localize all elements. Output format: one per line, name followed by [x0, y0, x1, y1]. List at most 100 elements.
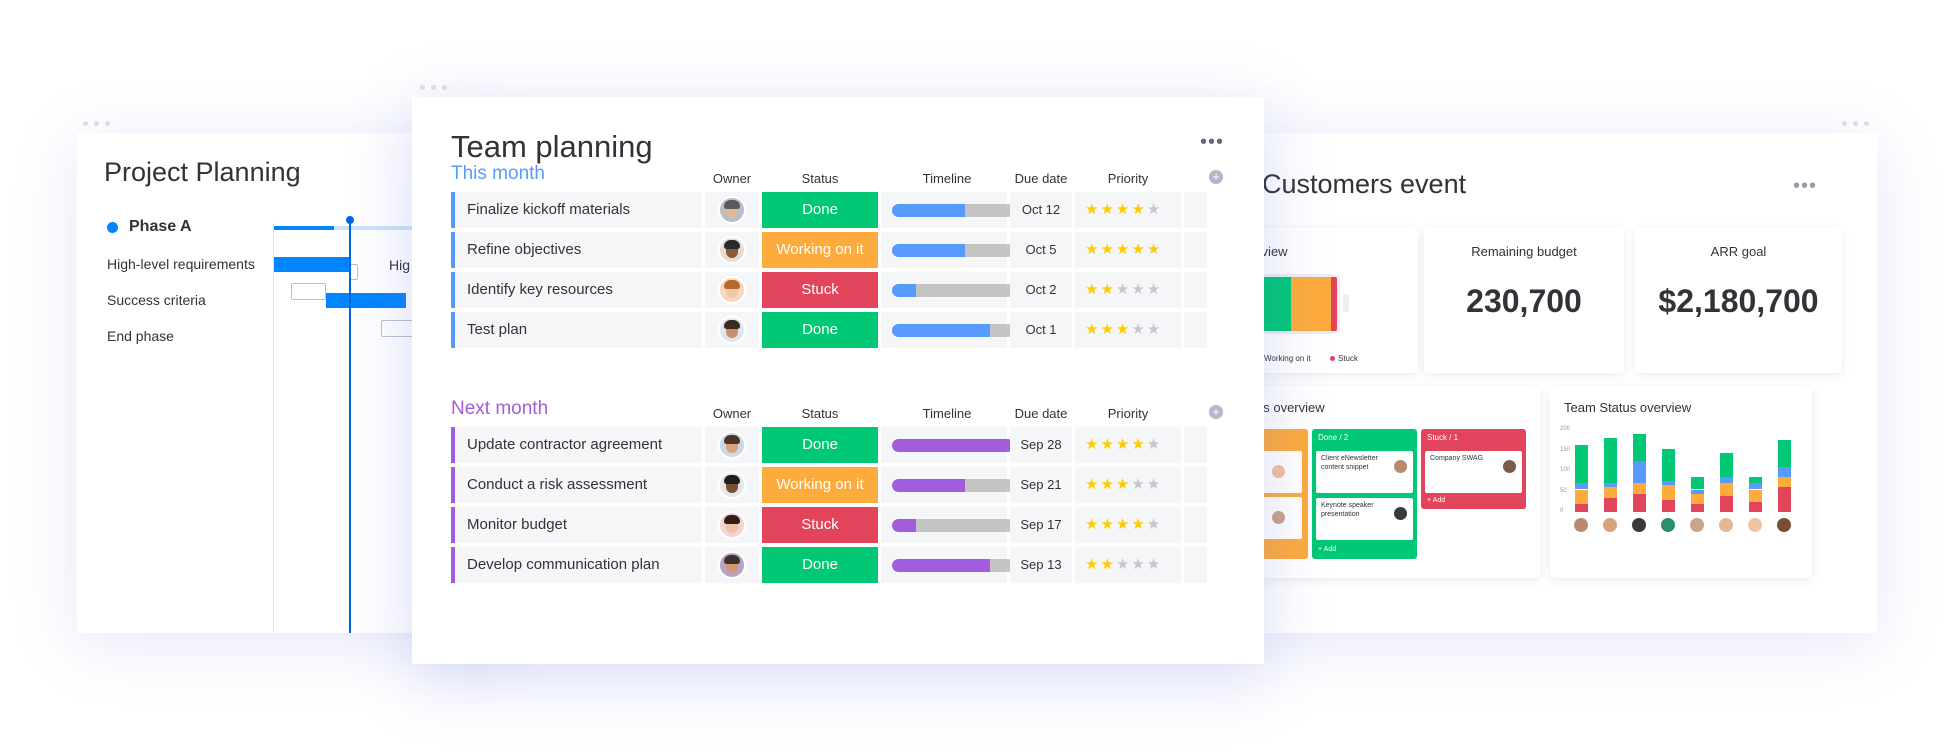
star-icon[interactable]: ★ [1146, 241, 1163, 258]
empty-cell[interactable] [1184, 272, 1207, 308]
star-icon[interactable]: ★ [1115, 281, 1132, 298]
status-overview-card[interactable]: us overview Done / 2 Client eNewsletter … [1250, 386, 1540, 578]
star-icon[interactable]: ★ [1146, 281, 1163, 298]
table-row[interactable]: Identify key resources Stuck Oct 2 ★★★★★ [451, 272, 1225, 308]
star-icon[interactable]: ★ [1131, 516, 1147, 533]
star-icon[interactable]: ★ [1115, 201, 1132, 218]
owner-cell[interactable] [705, 232, 759, 268]
empty-cell[interactable] [1184, 507, 1207, 543]
star-icon[interactable]: ★ [1146, 436, 1163, 453]
column-header-owner[interactable]: Owner [712, 406, 752, 421]
group-title[interactable]: Next month [451, 398, 549, 419]
owner-cell[interactable] [705, 427, 759, 463]
kanban-add-button[interactable]: + Add [1318, 546, 1337, 553]
star-icon[interactable]: ★ [1100, 556, 1116, 573]
timeline-cell[interactable] [881, 232, 1014, 268]
star-icon[interactable]: ★ [1131, 241, 1147, 258]
priority-rating[interactable]: ★★★★★ [1075, 192, 1181, 228]
star-icon[interactable]: ★ [1085, 476, 1101, 493]
status-badge[interactable]: Working on it [762, 232, 878, 268]
column-header-priority[interactable]: Priority [1107, 406, 1149, 421]
phase-gantt-bar[interactable] [274, 226, 334, 230]
gantt-bar-requirements[interactable] [274, 257, 349, 272]
star-icon[interactable]: ★ [1131, 556, 1147, 573]
owner-cell[interactable] [705, 467, 759, 503]
star-icon[interactable]: ★ [1100, 516, 1116, 533]
chart-bar-segment[interactable] [1691, 493, 1704, 504]
star-icon[interactable]: ★ [1131, 476, 1147, 493]
status-badge[interactable]: Working on it [762, 467, 878, 503]
chart-bar-segment[interactable] [1662, 499, 1675, 512]
timeline-cell[interactable] [881, 272, 1014, 308]
chart-bar-segment[interactable] [1662, 448, 1675, 482]
kanban-add-button[interactable]: + Add [1427, 497, 1446, 504]
star-icon[interactable]: ★ [1146, 476, 1163, 493]
star-icon[interactable]: ★ [1131, 201, 1147, 218]
item-name[interactable]: Monitor budget [451, 507, 702, 543]
timeline-cell[interactable] [881, 192, 1014, 228]
chart-bar-segment[interactable] [1749, 483, 1762, 490]
star-icon[interactable]: ★ [1085, 241, 1101, 258]
chart-bar-segment[interactable] [1633, 493, 1646, 512]
star-icon[interactable]: ★ [1115, 321, 1132, 338]
timeline-cell[interactable] [881, 507, 1014, 543]
priority-rating[interactable]: ★★★★★ [1075, 312, 1181, 348]
due-date[interactable]: Sep 21 [1010, 467, 1072, 503]
empty-cell[interactable] [1184, 467, 1207, 503]
column-header-due[interactable]: Due date [1014, 171, 1068, 186]
star-icon[interactable]: ★ [1085, 516, 1101, 533]
star-icon[interactable]: ★ [1146, 321, 1163, 338]
owner-cell[interactable] [705, 547, 759, 583]
empty-cell[interactable] [1184, 192, 1207, 228]
priority-rating[interactable]: ★★★★★ [1075, 272, 1181, 308]
item-name[interactable]: Refine objectives [451, 232, 702, 268]
owner-cell[interactable] [705, 507, 759, 543]
star-icon[interactable]: ★ [1100, 321, 1116, 338]
status-badge[interactable]: Done [762, 312, 878, 348]
status-badge[interactable]: Stuck [762, 507, 878, 543]
owner-cell[interactable] [705, 312, 759, 348]
due-date[interactable]: Sep 28 [1010, 427, 1072, 463]
column-header-priority[interactable]: Priority [1107, 171, 1149, 186]
star-icon[interactable]: ★ [1146, 516, 1163, 533]
column-header-status[interactable]: Status [801, 406, 839, 421]
table-row[interactable]: Finalize kickoff materials Done Oct 12 ★★★★… [451, 192, 1225, 228]
timeline-cell[interactable] [881, 312, 1014, 348]
task-success-criteria[interactable]: Success criteria [107, 292, 206, 308]
empty-cell[interactable] [1184, 312, 1207, 348]
chart-bar-segment[interactable] [1633, 460, 1646, 484]
priority-rating[interactable]: ★★★★★ [1075, 547, 1181, 583]
add-column-icon[interactable]: + [1209, 170, 1223, 184]
star-icon[interactable]: ★ [1131, 321, 1147, 338]
empty-cell[interactable] [1184, 547, 1207, 583]
chart-bar-segment[interactable] [1720, 477, 1733, 484]
priority-rating[interactable]: ★★★★★ [1075, 467, 1181, 503]
star-icon[interactable]: ★ [1100, 201, 1116, 218]
overview-card[interactable]: erview Working on it Stuck [1250, 228, 1418, 373]
star-icon[interactable]: ★ [1115, 556, 1132, 573]
table-row[interactable]: Refine objectives Working on it Oct 5 ★★★★★ [451, 232, 1225, 268]
phase-label[interactable]: Phase A [129, 218, 192, 235]
timeline-cell[interactable] [881, 427, 1014, 463]
team-status-overview-card[interactable]: Team Status overview 200 150 100 50 0 [1550, 386, 1812, 578]
chart-bar-segment[interactable] [1778, 440, 1791, 467]
table-row[interactable]: Update contractor agreement Done Sep 28 ★★★… [451, 427, 1225, 463]
more-dots-icon[interactable]: ••• [1793, 175, 1818, 197]
chart-bar-segment[interactable] [1720, 452, 1733, 478]
chart-bar-segment[interactable] [1662, 485, 1675, 500]
table-row[interactable]: Test plan Done Oct 1 ★★★★★ [451, 312, 1225, 348]
due-date[interactable]: Oct 2 [1010, 272, 1072, 308]
column-header-status[interactable]: Status [801, 171, 839, 186]
column-header-timeline[interactable]: Timeline [922, 171, 972, 186]
item-name[interactable]: Finalize kickoff materials [451, 192, 702, 228]
star-icon[interactable]: ★ [1131, 281, 1147, 298]
chart-bar-segment[interactable] [1720, 483, 1733, 496]
chart-bar-segment[interactable] [1604, 483, 1617, 488]
star-icon[interactable]: ★ [1115, 516, 1132, 533]
star-icon[interactable]: ★ [1146, 201, 1163, 218]
table-row[interactable]: Develop communication plan Done Sep 13 ★★★★… [451, 547, 1225, 583]
chart-bar-segment[interactable] [1633, 483, 1646, 494]
star-icon[interactable]: ★ [1085, 201, 1101, 218]
item-name[interactable]: Identify key resources [451, 272, 702, 308]
star-icon[interactable]: ★ [1100, 281, 1116, 298]
